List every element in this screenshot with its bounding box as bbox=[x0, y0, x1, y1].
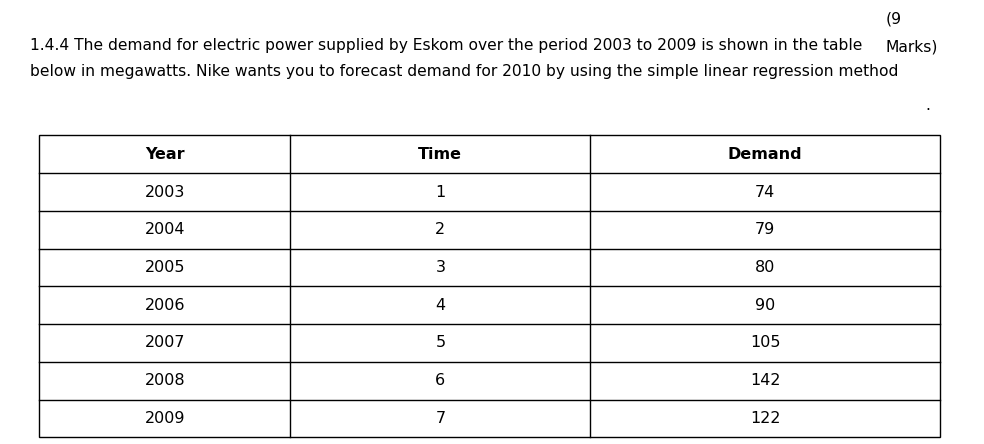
Text: 2004: 2004 bbox=[145, 222, 185, 237]
Text: 2007: 2007 bbox=[145, 336, 185, 350]
Text: 2005: 2005 bbox=[145, 260, 185, 275]
Text: below in megawatts. Nike wants you to forecast demand for 2010 by using the simp: below in megawatts. Nike wants you to fo… bbox=[30, 64, 897, 79]
Text: 74: 74 bbox=[755, 185, 775, 199]
Text: 2009: 2009 bbox=[145, 411, 185, 426]
Text: 2006: 2006 bbox=[145, 298, 185, 313]
Text: 1.4.4 The demand for electric power supplied by Eskom over the period 2003 to 20: 1.4.4 The demand for electric power supp… bbox=[30, 38, 862, 53]
Text: 79: 79 bbox=[755, 222, 775, 237]
Text: Marks): Marks) bbox=[886, 40, 938, 55]
Text: 142: 142 bbox=[750, 373, 780, 388]
Text: 7: 7 bbox=[435, 411, 446, 426]
Text: 6: 6 bbox=[435, 373, 446, 388]
Text: (9: (9 bbox=[886, 11, 901, 26]
Text: Time: Time bbox=[418, 147, 462, 162]
Text: 2: 2 bbox=[435, 222, 446, 237]
Text: 1: 1 bbox=[435, 185, 446, 199]
Text: 3: 3 bbox=[435, 260, 446, 275]
Text: Year: Year bbox=[145, 147, 185, 162]
Text: 2008: 2008 bbox=[145, 373, 185, 388]
Text: 105: 105 bbox=[750, 336, 780, 350]
Text: Demand: Demand bbox=[728, 147, 802, 162]
Text: 5: 5 bbox=[435, 336, 446, 350]
Text: 4: 4 bbox=[435, 298, 446, 313]
Text: 90: 90 bbox=[755, 298, 775, 313]
Text: 2003: 2003 bbox=[145, 185, 185, 199]
Text: 122: 122 bbox=[750, 411, 780, 426]
Text: 80: 80 bbox=[755, 260, 775, 275]
Text: .: . bbox=[925, 98, 930, 113]
